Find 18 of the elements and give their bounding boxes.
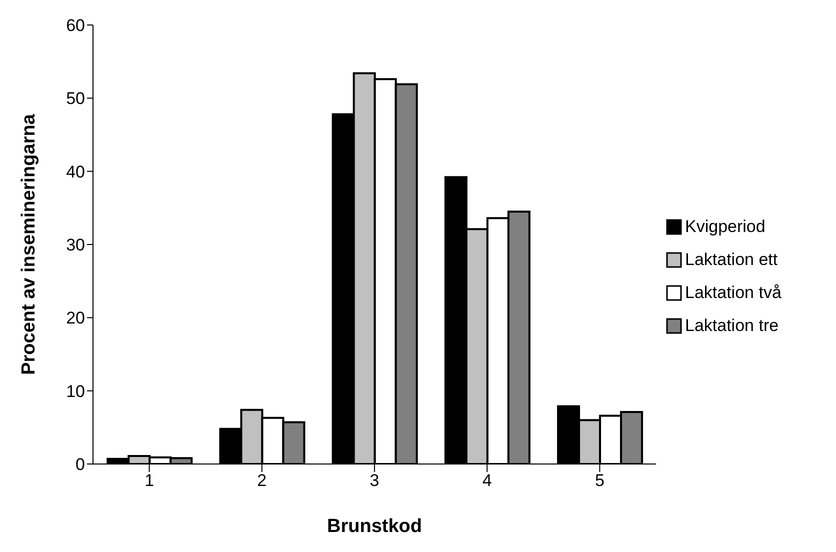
x-tick-label: 2 (257, 471, 267, 490)
y-axis-title: Procent av insemineringarna (18, 114, 40, 375)
x-tick-label: 5 (594, 471, 604, 490)
legend-label: Laktation ett (685, 250, 778, 270)
y-tick-label: 60 (66, 16, 85, 36)
x-tick-label: 3 (370, 471, 380, 490)
y-tick-label: 0 (76, 455, 85, 474)
x-tick-label: 4 (482, 471, 492, 490)
y-tick-label: 50 (66, 89, 85, 108)
y-tick-label: 30 (66, 236, 85, 255)
x-axis-title: Brunstkod (327, 516, 422, 537)
y-tick-label: 20 (66, 308, 85, 328)
y-tick-label: 40 (66, 162, 85, 182)
y-tick-label: 10 (66, 382, 85, 401)
legend-label: Laktation tre (685, 316, 779, 336)
legend-label: Kvigperiod (685, 216, 766, 236)
x-tick-label: 1 (144, 471, 154, 490)
legend-label: Laktation två (685, 282, 782, 302)
